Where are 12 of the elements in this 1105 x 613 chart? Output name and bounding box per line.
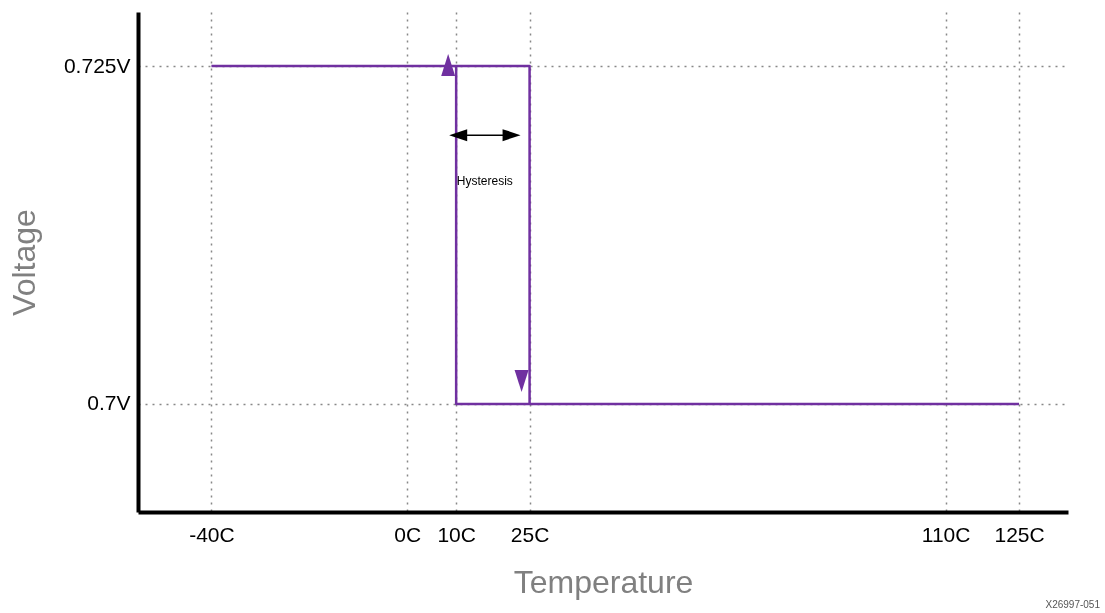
x-tick-label: -40C: [189, 522, 235, 546]
text: X26997-051: [1045, 599, 1101, 610]
x-tick-label: 110C: [921, 522, 971, 546]
x-tick-label: 125C: [994, 522, 1045, 546]
x-tick-label: 25C: [510, 522, 550, 546]
annotation: Hysteresis: [456, 174, 513, 189]
x-axis-title: Temperature: [513, 563, 694, 600]
y-axis-title: Voltage: [5, 209, 42, 316]
x-tick-label: 10C: [437, 522, 476, 546]
x-tick-label: 0C: [394, 522, 422, 546]
y-tick-label: 0.7V: [87, 391, 131, 415]
y-tick-label: 0.725V: [63, 53, 131, 77]
